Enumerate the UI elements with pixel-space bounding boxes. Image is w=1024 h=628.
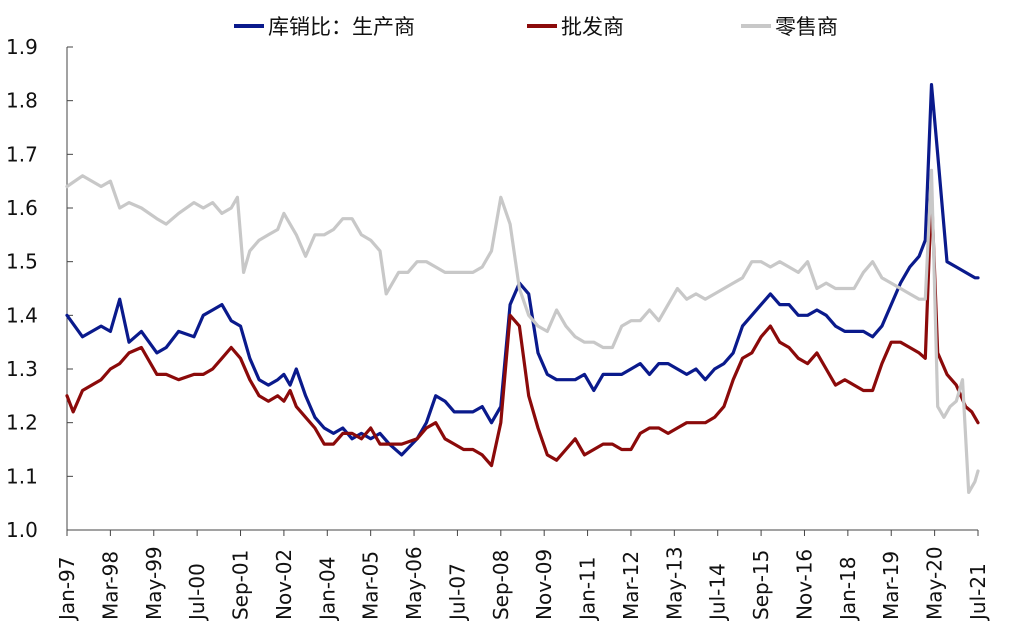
x-tick-label: Mar-19 [879,551,903,620]
x-tick-label: May-13 [662,546,686,620]
y-tick-label: 1.3 [6,357,38,381]
x-tick-label: May-99 [142,546,166,620]
y-tick-label: 1.2 [6,411,38,435]
x-tick-label: Jul-00 [185,563,209,622]
legend-label-3: 零售商 [775,15,838,39]
x-tick-label: Jan-04 [315,557,339,623]
legend-label-1: 库销比：生产商 [268,15,415,39]
x-tick-label: May-20 [923,546,947,620]
x-tick-label: Jul-07 [445,563,469,622]
x-tick-label: Nov-09 [532,549,556,620]
legend: 库销比：生产商 批发商 零售商 [234,15,838,39]
x-tick-label: Sep-15 [749,550,773,620]
x-tick-label: Jan-11 [576,557,600,623]
y-tick-label: 1.5 [6,250,38,274]
x-tick-label: Sep-01 [229,550,253,620]
x-axis: Jan-97 Mar-98 May-99 Jul-00 Sep-01 Nov-02 Jan-… [55,529,990,623]
x-tick-label: May-06 [402,546,426,620]
x-tick-label: Jul-14 [706,563,730,622]
x-tick-label: Mar-05 [359,551,383,620]
x-tick-label: Mar-98 [98,551,122,620]
x-tick-label: Nov-16 [792,549,816,620]
series-line-1 [65,82,980,457]
x-tick-label: Jan-18 [836,557,860,623]
y-tick-label: 1.0 [6,518,38,542]
y-tick-label: 1.9 [6,35,38,59]
y-tick-label: 1.6 [6,196,38,220]
series-layer [65,82,980,494]
y-axis: 1.0 1.1 1.2 1.3 1.4 1.5 1.6 1.7 1.8 1.9 [6,35,73,542]
y-tick-label: 1.8 [6,89,38,113]
legend-label-2: 批发商 [561,15,624,39]
x-tick-label: Mar-12 [619,551,643,620]
y-tick-label: 1.4 [6,303,38,327]
y-tick-label: 1.7 [6,142,38,166]
x-tick-label: Jul-21 [966,563,990,622]
series-line-2 [65,190,980,468]
x-tick-label: Jan-97 [55,557,79,623]
y-tick-label: 1.1 [6,464,38,488]
x-tick-label: Nov-02 [272,549,296,620]
x-tick-label: Sep-08 [489,550,513,620]
series-line-3 [65,168,980,494]
